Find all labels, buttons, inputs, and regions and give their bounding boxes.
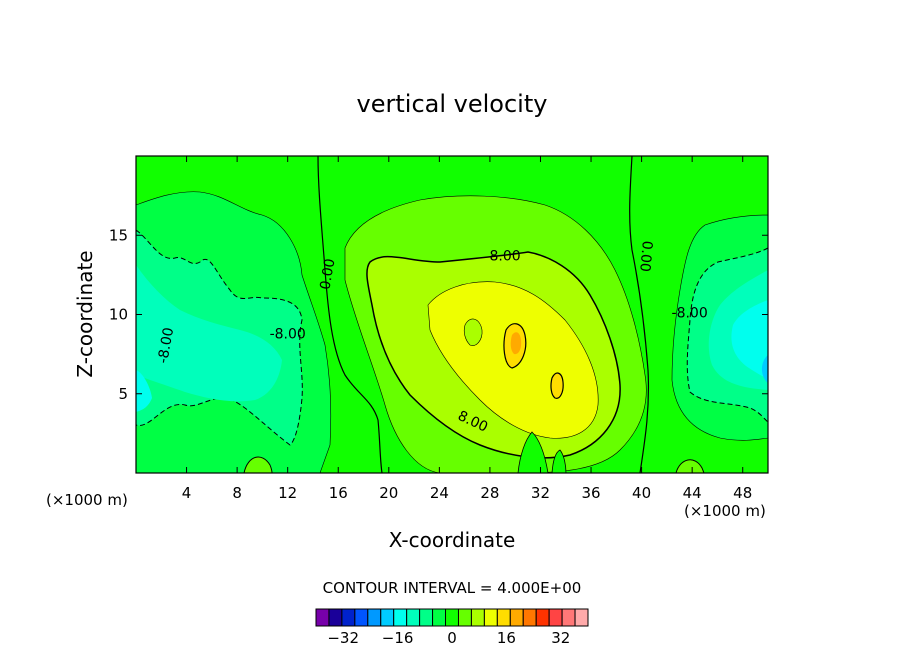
y-tick-label: 15 [109,226,128,244]
contour-label: 8.00 [490,249,521,265]
colorbar-swatch [574,608,589,627]
contour-label: 0.00 [317,257,338,290]
colorbar-swatch [509,608,524,627]
colorbar-swatch [328,608,343,627]
x-tick-label: 8 [232,484,242,502]
x-tick-label: 12 [278,484,297,502]
colorbar-swatch [535,608,550,627]
contour-label: -8.00 [672,306,708,322]
x-tick-label: 16 [329,484,348,502]
colorbar-tick-label: 32 [551,629,570,647]
contour-label: -8.00 [155,326,177,364]
colorbar-tick-label: 16 [497,629,516,647]
zero-contour-right [629,156,650,473]
colorbar-swatch [406,608,421,627]
colorbar-swatch [561,608,576,627]
colorbar-swatch [483,608,498,627]
colorbar-swatch [457,608,472,627]
colorbar-swatch [315,608,330,627]
contour-field [136,156,768,473]
contour-labels: 0.000.008.008.00-8.00 -8.00-8.00 [155,240,708,436]
colorbar-swatch [341,608,356,627]
band-neg12-neg8-left [136,265,282,402]
band-4-8-hole-lower2 [551,449,567,473]
y-tick-label: 10 [109,306,128,324]
x-tick-label: 36 [581,484,600,502]
band-4-8-hole-left [463,318,483,346]
y-tick-label: 5 [118,385,128,403]
zero-contour-left [317,156,383,473]
x-tick-label: 32 [531,484,550,502]
contour-label: 0.00 [636,240,655,272]
x-tick-label: 48 [733,484,752,502]
colorbar-swatch [548,608,563,627]
x-unit-right: (×1000 m) [684,502,766,520]
y-axis-label: Z-coordinate [73,250,97,377]
x-unit-left: (×1000 m) [46,491,128,509]
band-16-20-b [550,372,564,399]
band-neg20-neg16-right [761,355,768,383]
x-tick-label: 40 [632,484,651,502]
y-axis: 5 10 15 [109,226,768,403]
colorbar-swatch [496,608,511,627]
colorbar-ticks: −32 −16 0 16 32 [327,629,570,647]
colorbar-swatch [393,608,408,627]
band-neg16-neg12-left [136,370,152,412]
x-tick-label: 4 [182,484,192,502]
x-axis-label: X-coordinate [389,528,516,552]
contour-label: -8.00 [270,326,306,342]
colorbar-tick-label: 0 [447,629,457,647]
band-neg16-neg12-right [731,300,768,378]
band-4-8-hole-lower [517,431,549,473]
contour-interval-text: CONTOUR INTERVAL = 4.000E+00 [323,579,582,597]
band-20-24 [510,332,522,355]
colorbar-swatch [354,608,369,627]
x-tick-label: 44 [683,484,702,502]
colorbar-tick-label: −32 [327,629,359,647]
chart-title: vertical velocity [357,90,548,118]
colorbar-swatch [380,608,395,627]
colorbar-swatch [470,608,485,627]
colorbar-swatch [419,608,434,627]
x-tick-label: 28 [480,484,499,502]
colorbar-tick-label: −16 [382,629,414,647]
colorbar-swatch [522,608,537,627]
colorbar [315,608,589,627]
x-tick-label: 24 [430,484,449,502]
colorbar-swatch [445,608,459,627]
colorbar-swatch [367,608,382,627]
colorbar-swatch [432,608,447,627]
bump-right [675,459,705,473]
x-axis: 4 8 12 16 20 24 28 32 36 40 44 48 [182,156,752,502]
x-tick-label: 20 [379,484,398,502]
